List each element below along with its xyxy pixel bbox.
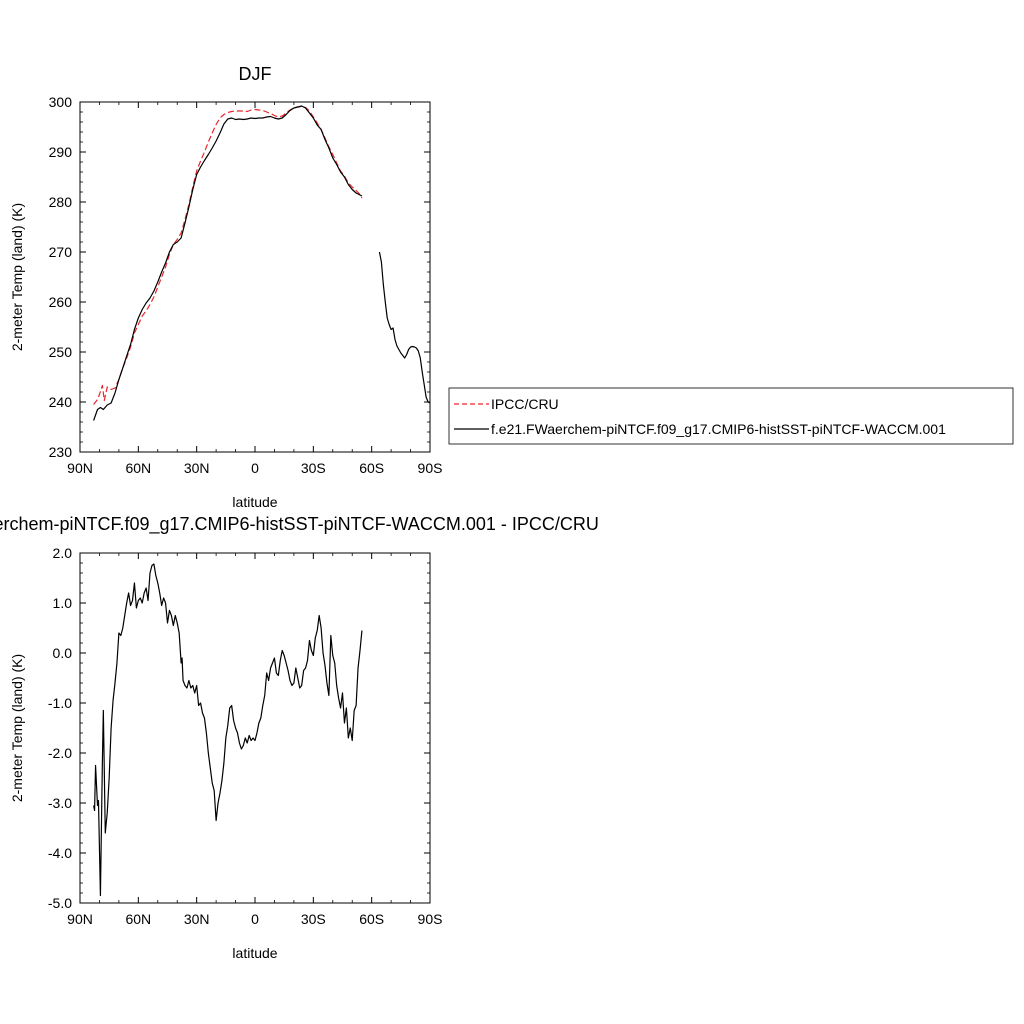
- legend-entry-model: f.e21.FWaerchem-piNTCF.f09_g17.CMIP6-his…: [491, 421, 946, 437]
- series-line-0-segment-0: [93, 563, 363, 897]
- x-tick-label: 60N: [125, 460, 151, 476]
- x-tick-label: 90N: [67, 911, 93, 927]
- chart-title: f.e21.FWaerchem-piNTCF.f09_g17.CMIP6-his…: [0, 514, 599, 535]
- y-tick-label: 300: [49, 94, 73, 110]
- x-tick-label: 0: [251, 911, 259, 927]
- y-tick-label: -1.0: [48, 695, 72, 711]
- y-tick-label: 240: [49, 394, 73, 410]
- y-tick-label: 280: [49, 194, 73, 210]
- y-tick-label: -5.0: [48, 895, 72, 911]
- legend-entry-ipcc-cru: IPCC/CRU: [491, 396, 559, 412]
- y-tick-label: 260: [49, 294, 73, 310]
- x-tick-label: 90S: [418, 460, 443, 476]
- x-axis-label: latitude: [232, 945, 277, 961]
- y-tick-label: 290: [49, 144, 73, 160]
- panel-difference: f.e21.FWaerchem-piNTCF.f09_g17.CMIP6-his…: [0, 514, 599, 961]
- x-tick-label: 0: [251, 460, 259, 476]
- y-tick-label: -2.0: [48, 745, 72, 761]
- plot-frame: [79, 101, 431, 453]
- chart-title: DJF: [239, 64, 272, 84]
- y-tick-label: 0.0: [53, 645, 73, 661]
- y-tick-label: 250: [49, 344, 73, 360]
- series-line-1-segment-1: [378, 251, 431, 404]
- axis-ticks: 90N 60N 30N 0 30S 60S 90S 230 240 250 260 270 280 290…: [49, 94, 443, 476]
- x-tick-label: 30N: [184, 460, 210, 476]
- x-axis-label: latitude: [232, 494, 277, 510]
- x-tick-label: 90N: [67, 460, 93, 476]
- y-tick-label: 270: [49, 244, 73, 260]
- series-line-1-segment-0: [93, 105, 363, 421]
- y-axis-label: 2-meter Temp (land) (K): [9, 654, 25, 802]
- y-tick-label: 230: [49, 444, 73, 460]
- axis-ticks: 90N 60N 30N 0 30S 60S 90S -5.0 -4.0 -3.0 -2.0 -1.0 0…: [48, 545, 443, 927]
- plot-lines: [93, 563, 363, 897]
- series-line-0-segment-0: [93, 105, 363, 405]
- y-tick-label: -4.0: [48, 845, 72, 861]
- x-tick-label: 60S: [359, 460, 384, 476]
- legend: IPCC/CRU f.e21.FWaerchem-piNTCF.f09_g17.…: [448, 387, 1014, 445]
- panel-djf: DJF 2-meter Temp (land) (K) latitude 90N…: [9, 64, 442, 510]
- x-tick-label: 30S: [301, 460, 326, 476]
- y-tick-label: 1.0: [53, 595, 73, 611]
- x-tick-label: 60S: [359, 911, 384, 927]
- x-tick-label: 90S: [418, 911, 443, 927]
- x-tick-label: 30N: [184, 911, 210, 927]
- y-axis-label: 2-meter Temp (land) (K): [9, 203, 25, 351]
- plot-lines: [93, 105, 431, 421]
- y-tick-label: 2.0: [53, 545, 73, 561]
- plot-frame: [79, 552, 431, 904]
- y-tick-label: -3.0: [48, 795, 72, 811]
- x-tick-label: 60N: [125, 911, 151, 927]
- x-tick-label: 30S: [301, 911, 326, 927]
- legend-box: [448, 387, 1014, 445]
